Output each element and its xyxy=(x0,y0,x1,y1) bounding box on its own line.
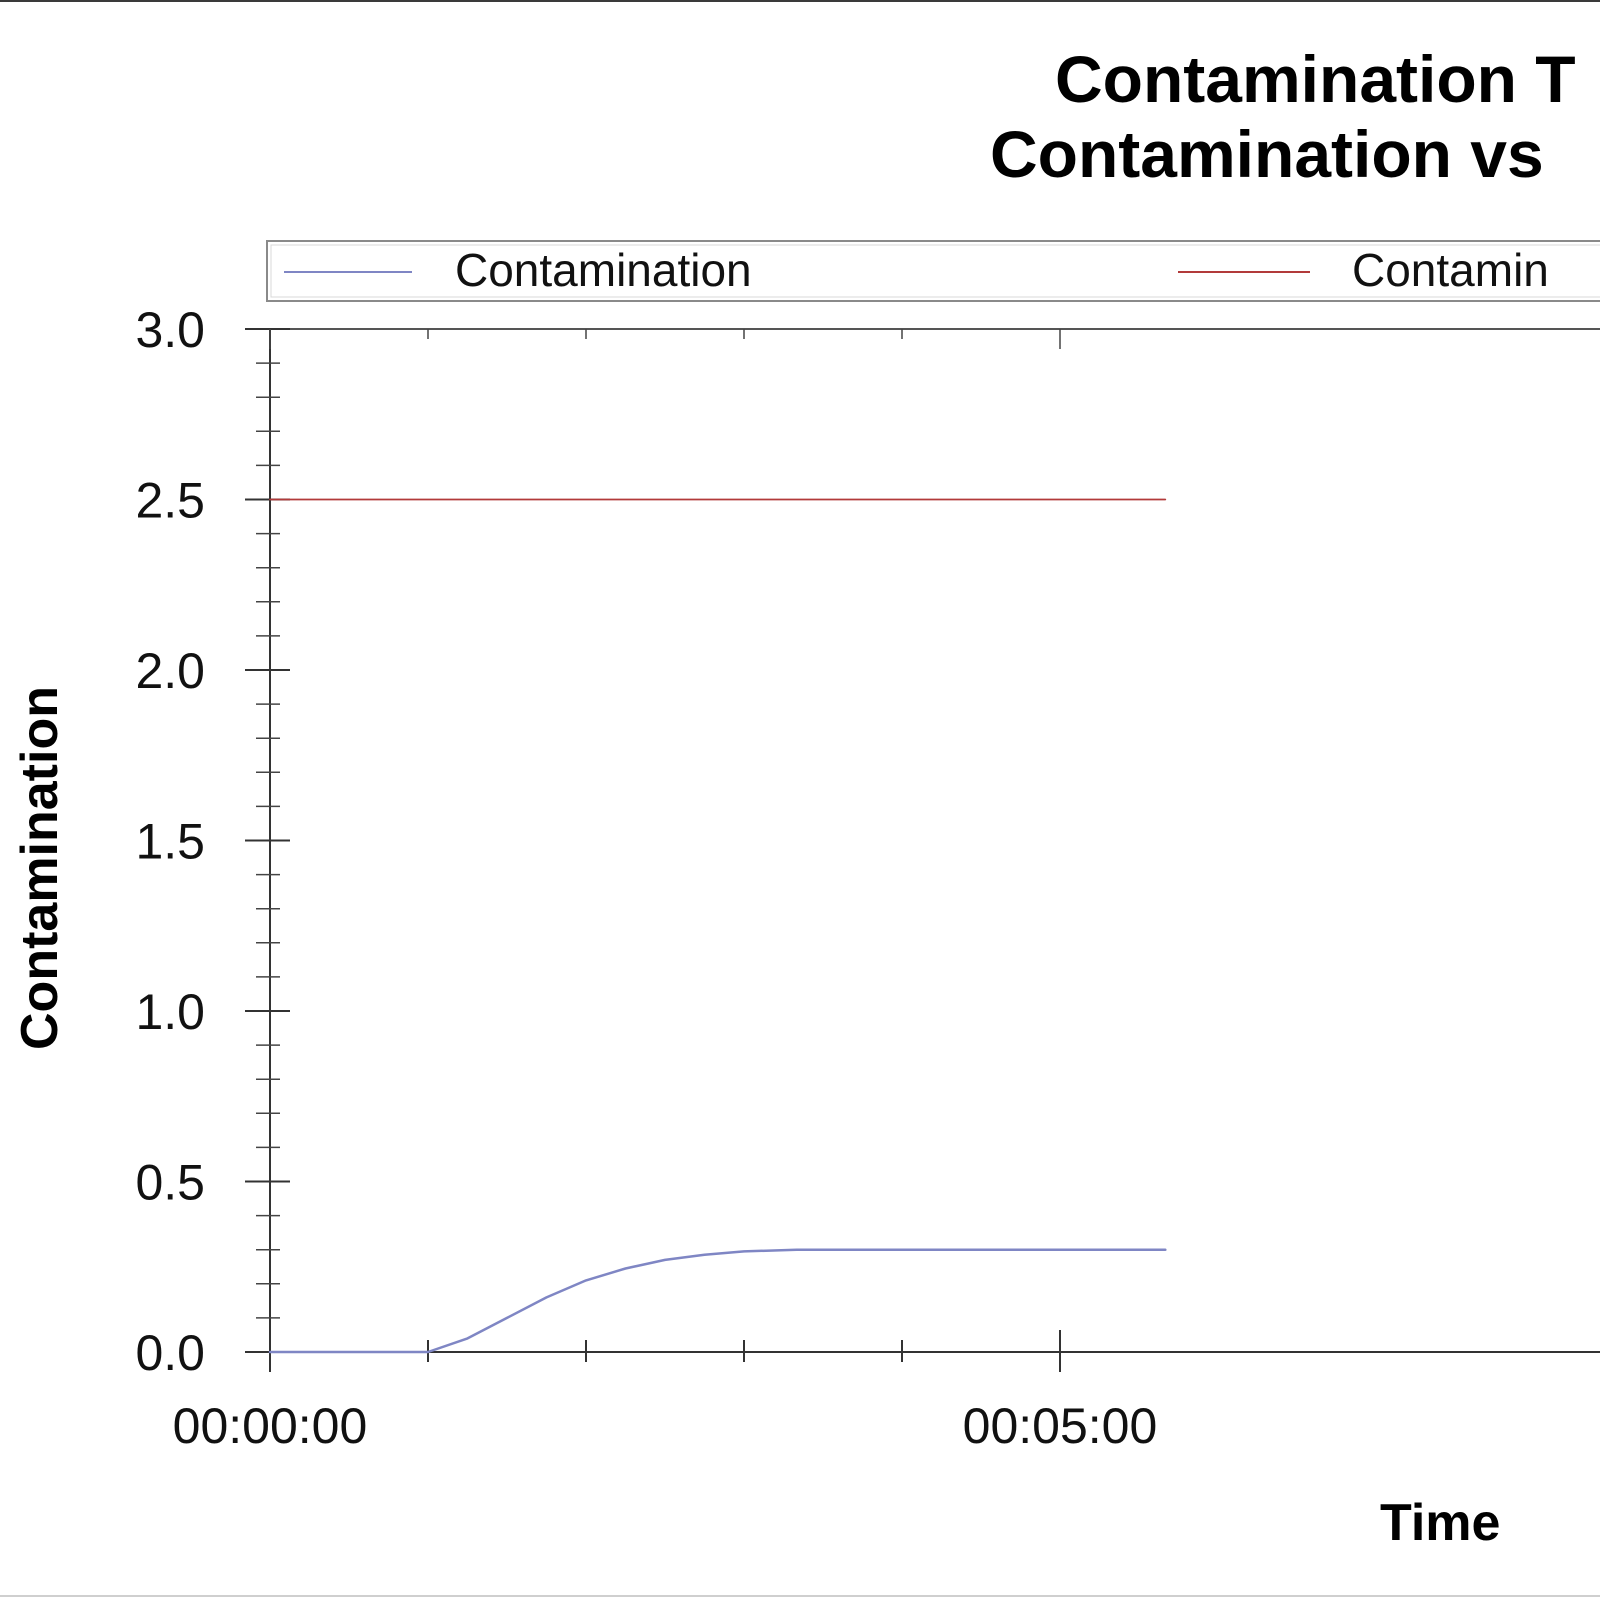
top-border xyxy=(0,0,1600,2)
chart-title-line-1: Contamination T xyxy=(1055,42,1576,116)
series-lines xyxy=(268,498,1167,1354)
y-tick-label: 2.5 xyxy=(135,473,205,529)
legend-label-contamin: Contamin xyxy=(1352,244,1549,296)
y-tick-label: 1.0 xyxy=(135,984,205,1040)
series-line-contamination xyxy=(268,1248,1167,1354)
legend-inner-box xyxy=(270,244,1600,298)
y-axis-title: Contamination xyxy=(11,686,69,1050)
x-tick-label: 00:05:00 xyxy=(963,1398,1158,1454)
y-ticks: 0.0 0.5 1.0 1.5 2.0 2.5 3.0 xyxy=(135,302,290,1381)
legend-box xyxy=(266,240,1600,302)
chart-title-line-2: Contamination vs xyxy=(990,117,1544,191)
x-tick-labels: 00:00:00 00:05:00 xyxy=(173,1398,1158,1454)
y-minor-ticks xyxy=(256,362,280,1319)
bottom-border xyxy=(0,1595,1600,1597)
y-tick-label: 1.5 xyxy=(135,814,205,870)
y-tick-label: 0.5 xyxy=(135,1155,205,1211)
x-tick-label: 00:00:00 xyxy=(173,1398,368,1454)
legend-label-contamination: Contamination xyxy=(455,244,752,296)
x-axis-title: Time xyxy=(1380,1494,1500,1552)
x-ticks xyxy=(269,329,1061,1372)
y-tick-label: 2.0 xyxy=(135,643,205,699)
legend: Contamination Contamin xyxy=(266,240,1600,302)
y-tick-label: 3.0 xyxy=(135,302,205,358)
y-tick-label: 0.0 xyxy=(135,1325,205,1381)
plot-frame xyxy=(269,328,1600,1372)
